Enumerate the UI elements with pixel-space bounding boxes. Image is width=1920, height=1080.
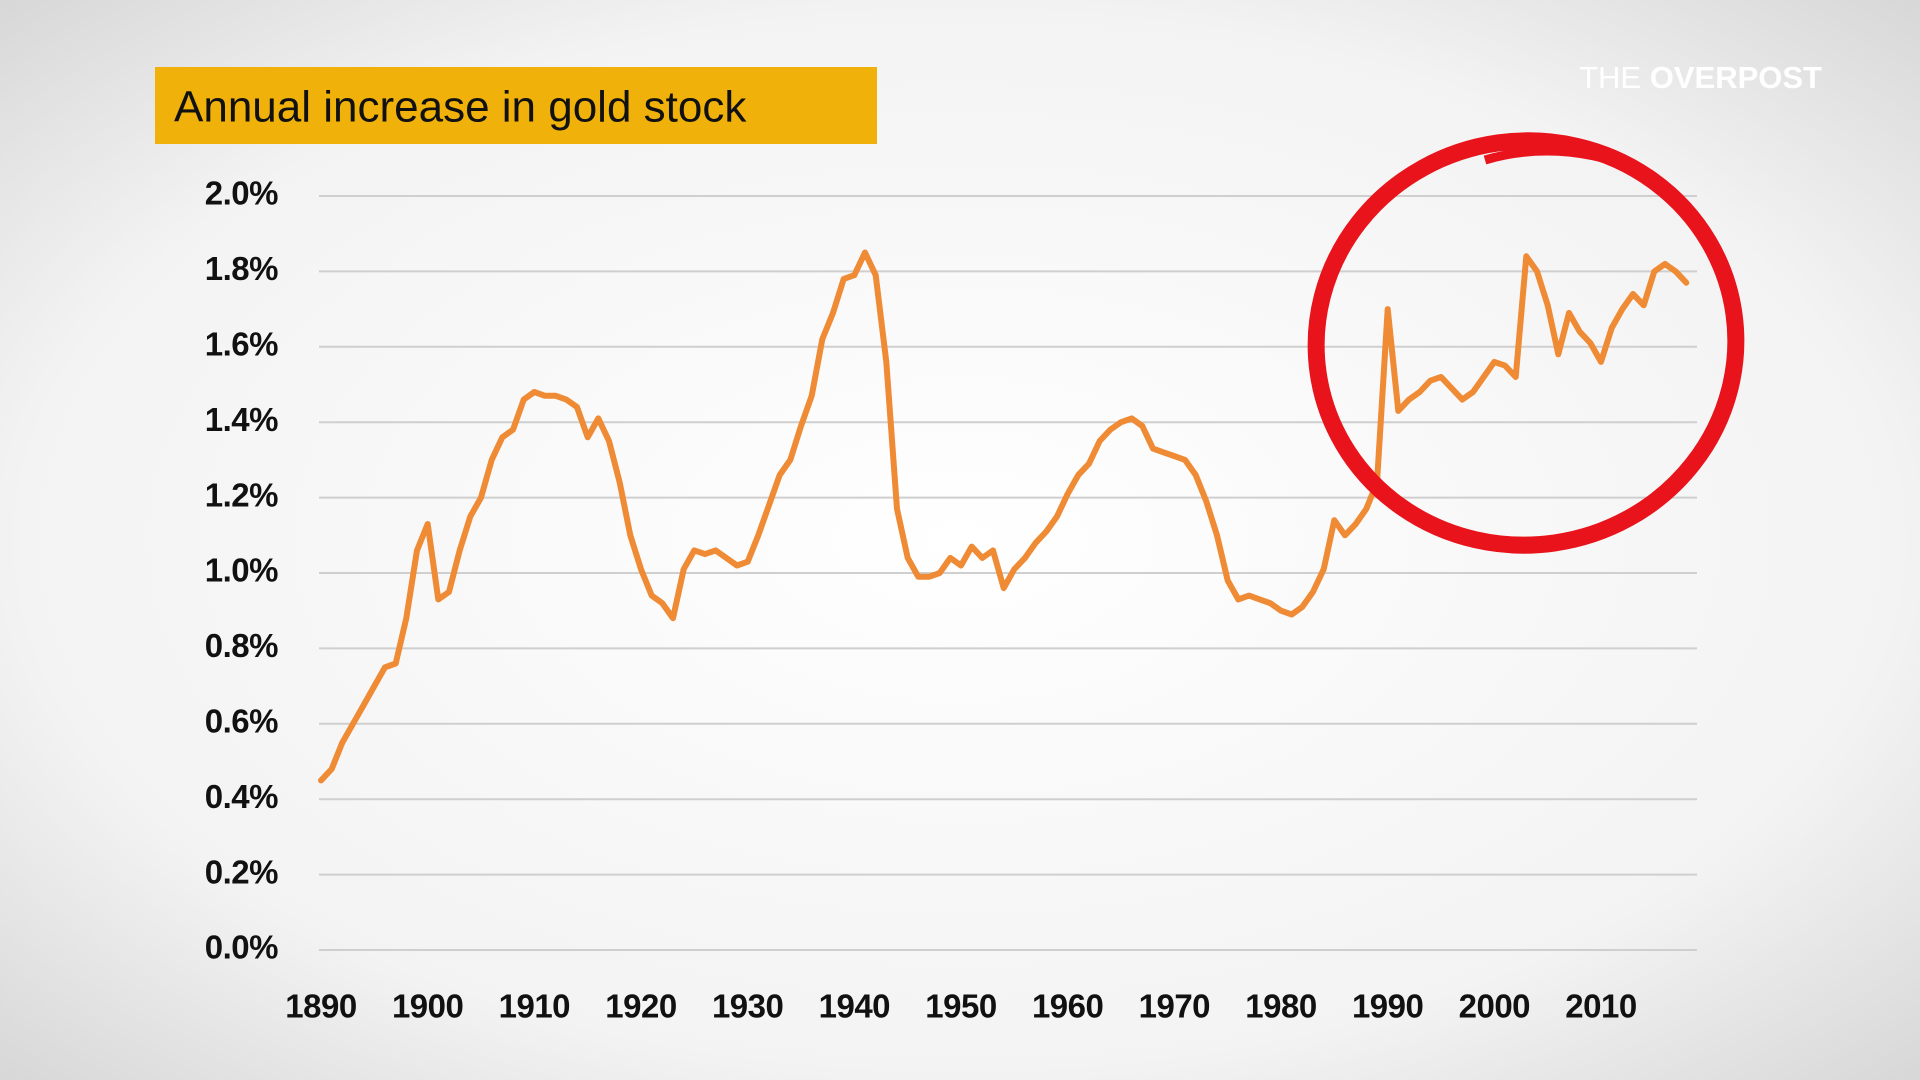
x-tick-label: 1890	[285, 988, 356, 1025]
x-tick-label: 1910	[499, 988, 570, 1025]
x-tick-label: 1950	[925, 988, 996, 1025]
y-tick-label: 0.2%	[205, 853, 278, 890]
x-tick-label: 1920	[605, 988, 676, 1025]
x-tick-label: 1970	[1139, 988, 1210, 1025]
y-tick-label: 1.4%	[205, 401, 278, 438]
y-tick-label: 2.0%	[205, 175, 278, 212]
x-tick-label: 1990	[1352, 988, 1423, 1025]
data-line	[318, 249, 1690, 784]
brand: THE OVERPOST	[1579, 60, 1822, 95]
title-box	[155, 67, 877, 144]
y-tick-label: 1.8%	[205, 250, 278, 287]
y-tick-label: 0.8%	[205, 627, 278, 664]
brand-name: OVERPOST	[1650, 60, 1822, 95]
y-tick-label: 1.0%	[205, 552, 278, 589]
highlight-circle	[1307, 132, 1745, 554]
x-tick-label: 1940	[819, 988, 890, 1025]
x-tick-label: 1960	[1032, 988, 1103, 1025]
y-tick-label: 0.4%	[205, 778, 278, 815]
y-tick-label: 1.2%	[205, 476, 278, 513]
brand-prefix: THE	[1579, 60, 1641, 95]
x-tick-label: 1900	[392, 988, 463, 1025]
x-tick-label: 1980	[1245, 988, 1316, 1025]
y-tick-label: 0.6%	[205, 703, 278, 740]
chart-title: Annual increase in gold stock	[174, 83, 747, 132]
plot: 0.0% 0.2% 0.4% 0.6% 0.8% 1.0% 1.2% 1.4% 1.6% 1.8%…	[205, 175, 1697, 1025]
y-tick-label: 1.6%	[205, 326, 278, 363]
x-tick-label: 2000	[1459, 988, 1530, 1025]
x-tick-label: 2010	[1565, 988, 1636, 1025]
circle-stroke	[1483, 146, 1642, 175]
x-tick-label: 1930	[712, 988, 783, 1025]
y-tick-label: 0.0%	[205, 929, 278, 966]
